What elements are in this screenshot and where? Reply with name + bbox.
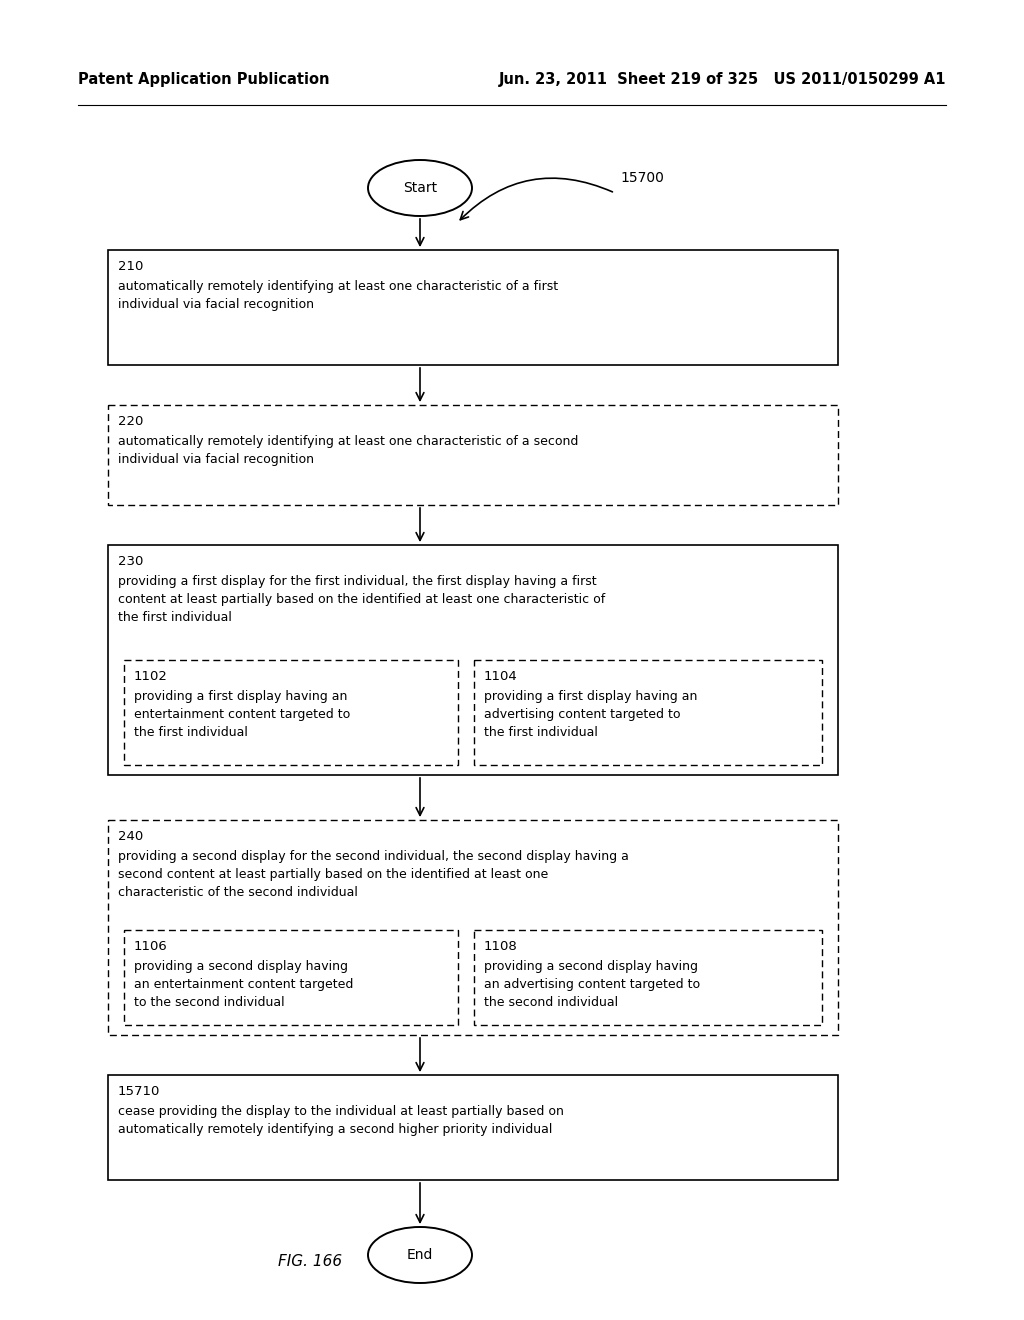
Bar xyxy=(474,660,822,766)
Text: Jun. 23, 2011  Sheet 219 of 325   US 2011/0150299 A1: Jun. 23, 2011 Sheet 219 of 325 US 2011/0… xyxy=(499,73,946,87)
Bar xyxy=(474,931,822,1026)
Text: 240: 240 xyxy=(118,830,143,843)
Bar xyxy=(108,1074,838,1180)
Text: providing a second display having
an entertainment content targeted
to the secon: providing a second display having an ent… xyxy=(134,960,353,1008)
Text: End: End xyxy=(407,1247,433,1262)
Text: providing a second display having
an advertising content targeted to
the second : providing a second display having an adv… xyxy=(484,960,700,1008)
Text: providing a first display having an
entertainment content targeted to
the first : providing a first display having an ente… xyxy=(134,690,350,739)
Text: providing a first display for the first individual, the first display having a f: providing a first display for the first … xyxy=(118,576,605,624)
Bar xyxy=(108,249,838,366)
Text: FIG. 166: FIG. 166 xyxy=(278,1254,342,1270)
Text: providing a first display having an
advertising content targeted to
the first in: providing a first display having an adve… xyxy=(484,690,697,739)
Text: 230: 230 xyxy=(118,554,143,568)
Bar xyxy=(124,931,458,1026)
Bar xyxy=(108,545,838,775)
Bar xyxy=(124,660,458,766)
Text: 1106: 1106 xyxy=(134,940,168,953)
Text: 220: 220 xyxy=(118,414,143,428)
Text: Patent Application Publication: Patent Application Publication xyxy=(78,73,330,87)
Text: 15710: 15710 xyxy=(118,1085,161,1098)
Text: automatically remotely identifying at least one characteristic of a first
indivi: automatically remotely identifying at le… xyxy=(118,280,558,312)
Bar xyxy=(108,405,838,506)
Text: 1108: 1108 xyxy=(484,940,518,953)
Text: Start: Start xyxy=(402,181,437,195)
Text: 210: 210 xyxy=(118,260,143,273)
Text: providing a second display for the second individual, the second display having : providing a second display for the secon… xyxy=(118,850,629,899)
Text: 1102: 1102 xyxy=(134,671,168,682)
Text: automatically remotely identifying at least one characteristic of a second
indiv: automatically remotely identifying at le… xyxy=(118,436,579,466)
Text: 1104: 1104 xyxy=(484,671,518,682)
Text: 15700: 15700 xyxy=(620,172,664,185)
Text: cease providing the display to the individual at least partially based on
automa: cease providing the display to the indiv… xyxy=(118,1105,564,1137)
Bar xyxy=(108,820,838,1035)
